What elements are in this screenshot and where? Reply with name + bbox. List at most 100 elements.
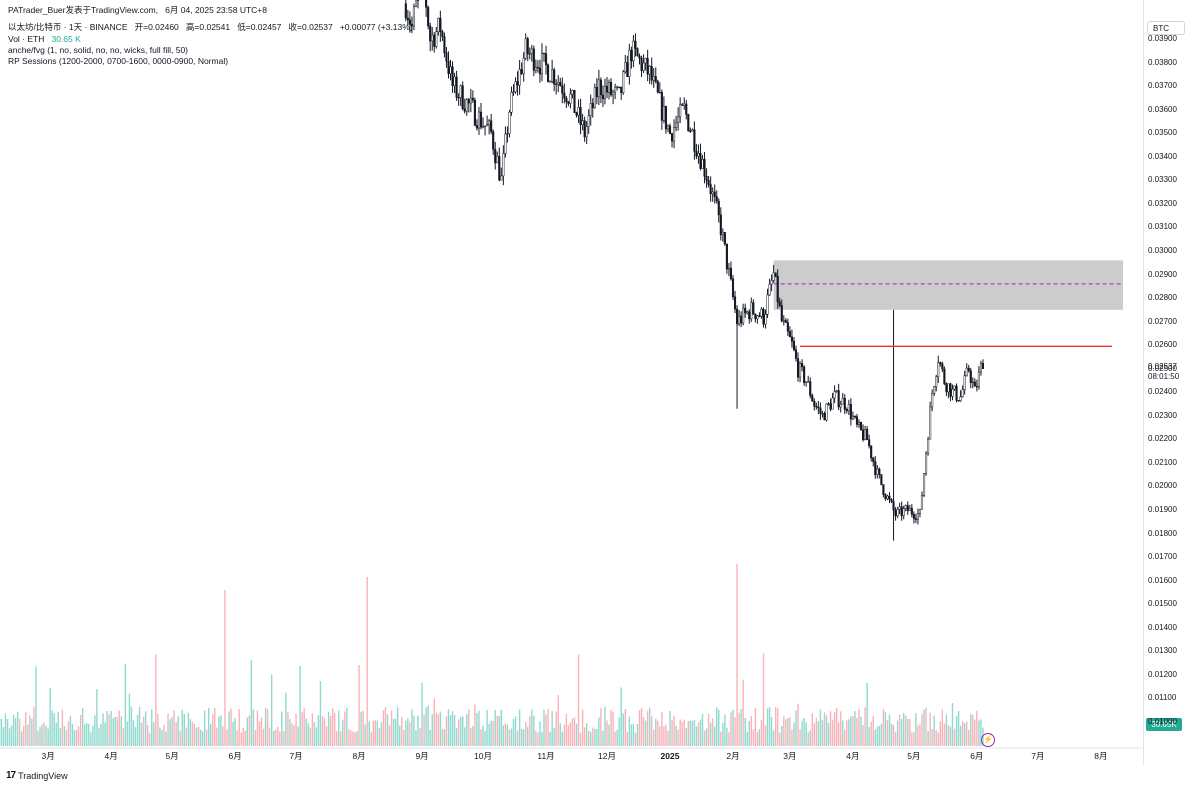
candle [516, 71, 519, 96]
candle [681, 102, 684, 107]
candle [829, 398, 832, 412]
open-value: 0.02460 [148, 22, 179, 32]
volume-bar [628, 716, 631, 746]
volume-bar [459, 716, 462, 746]
volume-bar [864, 707, 866, 746]
candle [750, 297, 753, 322]
volume-bar [443, 729, 446, 746]
time-tick-label: 6月 [970, 751, 983, 761]
candle [587, 109, 590, 134]
candle [522, 52, 525, 82]
volume-bar [185, 727, 188, 746]
volume-bar [720, 731, 722, 746]
volume-bar [104, 722, 106, 746]
volume-bar [457, 719, 460, 746]
volume-bar [462, 716, 464, 746]
candle [868, 434, 871, 449]
volume-bar [646, 710, 649, 746]
candle [762, 307, 765, 328]
price-tick-label: 0.03400 [1148, 151, 1177, 161]
volume-bar [21, 731, 23, 746]
candle [833, 385, 836, 404]
volume-bar [31, 718, 33, 746]
candle [951, 384, 954, 401]
volume-bar [403, 730, 405, 746]
volume-bar [396, 707, 399, 746]
volume-bar [441, 728, 444, 746]
fvg-zone[interactable] [773, 260, 1123, 310]
candle [524, 33, 527, 61]
indicator-sessions-legend[interactable]: RP Sessions (1200-2000, 0700-1600, 0000-… [8, 56, 228, 67]
candle [733, 290, 737, 314]
price-tick-label: 0.01900 [1148, 505, 1177, 514]
volume-bar [970, 714, 972, 746]
volume-bar [831, 719, 834, 746]
indicator-fvg-legend[interactable]: anche/fvg (1, no, solid, no, no, wicks, … [8, 45, 188, 56]
volume-bar [949, 726, 952, 746]
volume-bar [608, 724, 610, 746]
volume-bar [297, 726, 299, 746]
volume-bar [100, 724, 102, 746]
volume-bar [783, 716, 785, 746]
tradingview-brand[interactable]: 17 TradingView [6, 770, 68, 781]
price-tick-label: 0.03000 [1148, 245, 1177, 255]
volume-bar [752, 729, 755, 746]
time-axis[interactable]: 3月 4月 5月 6月 7月 8月 9月 10月 11月 12月 2025 2月 3月 4月 5月 6月 7月 8… [0, 747, 1143, 761]
volume-bar [134, 727, 137, 746]
candle [811, 393, 814, 402]
volume-bar [571, 718, 574, 746]
volume-bar [317, 715, 320, 746]
symbol-label[interactable]: 以太坊/比特币 · 1天 · BINANCE [8, 22, 128, 32]
candle [646, 49, 649, 82]
volume-bar [10, 725, 13, 746]
candle [823, 411, 826, 421]
candle [595, 78, 598, 105]
candle [723, 231, 726, 246]
candle [876, 465, 879, 479]
volume-bar [362, 710, 364, 746]
volume-bar [722, 723, 724, 746]
volume-bar [762, 653, 765, 746]
low-label: 低 [237, 22, 246, 32]
volume-bar [665, 724, 667, 746]
volume-bar [972, 714, 974, 746]
candle [445, 46, 448, 68]
volume-bar [210, 723, 212, 746]
currency-selector[interactable]: BTC [1147, 21, 1185, 35]
volume-bar [520, 728, 523, 746]
candle [935, 374, 938, 392]
volume-bar [805, 722, 807, 746]
candle [941, 361, 944, 373]
volume-bar [431, 714, 433, 746]
candle [640, 55, 643, 78]
volume-bar [925, 707, 927, 746]
volume-bar [275, 729, 277, 746]
volume-bar [295, 713, 297, 746]
candle [878, 467, 881, 479]
price-tick-label: 0.02500 [1148, 363, 1177, 373]
lightning-icon[interactable]: ⚡ [981, 733, 995, 747]
brand-label: TradingView [18, 770, 68, 781]
candle [703, 151, 706, 184]
candle [498, 147, 501, 182]
volume-bar [159, 727, 161, 746]
volume-bar [401, 717, 403, 746]
volume-bar [445, 716, 448, 746]
volume-bar [606, 720, 608, 746]
volume-bar [449, 715, 452, 746]
volume-bar [695, 726, 698, 746]
price-axis[interactable] [1143, 0, 1199, 765]
volume-bar [557, 694, 559, 746]
price-tick-label: 0.02800 [1148, 293, 1177, 303]
volume-bar [120, 716, 122, 746]
candle [961, 385, 964, 398]
volume-bar [63, 726, 66, 746]
volume-bar [171, 716, 173, 746]
time-tick-label: 9月 [415, 751, 428, 761]
candle [490, 113, 493, 135]
price-tick-label: 0.03800 [1148, 57, 1177, 67]
volume-legend[interactable]: Vol · ETH 30.65 K [8, 34, 81, 45]
volume-bar [354, 732, 356, 746]
price-tick-label: 0.03300 [1148, 175, 1177, 185]
